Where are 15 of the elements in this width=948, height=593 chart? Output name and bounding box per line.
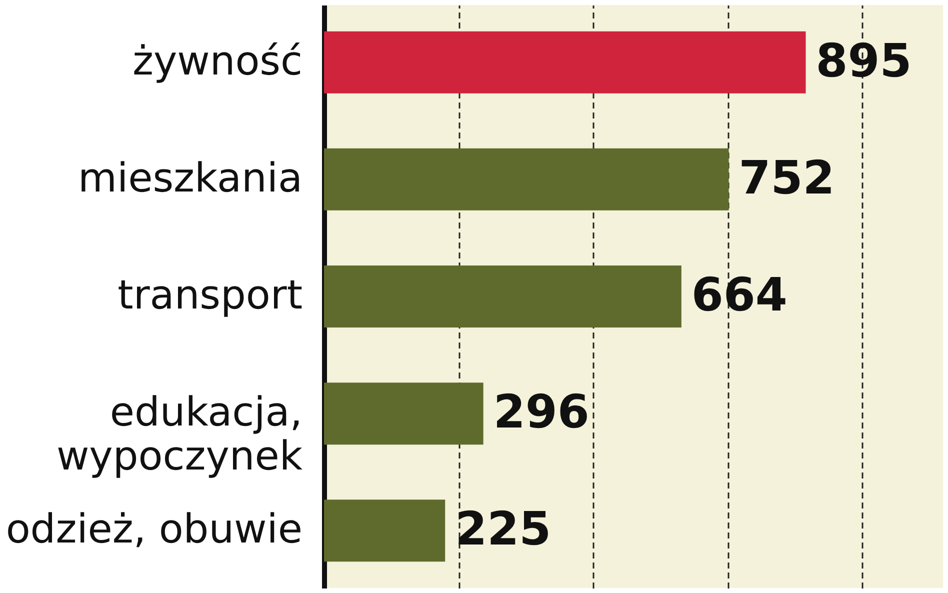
bar [324,148,729,210]
y-tick-label: edukacja, wypoczynek [56,390,304,480]
data-label: 752 [738,150,835,204]
bar [324,266,682,328]
y-tick-label: odzież, obuwie [6,506,302,553]
y-tick-label: żywność [132,38,302,84]
data-label: 296 [493,384,590,439]
y-tick-label: transport [118,272,302,318]
data-label: 225 [455,502,552,556]
bar [324,382,484,445]
bar [324,31,806,94]
bar [324,500,446,562]
y-tick-label: mieszkania [78,155,302,202]
data-label: 895 [816,33,912,88]
data-label: 664 [691,268,788,322]
